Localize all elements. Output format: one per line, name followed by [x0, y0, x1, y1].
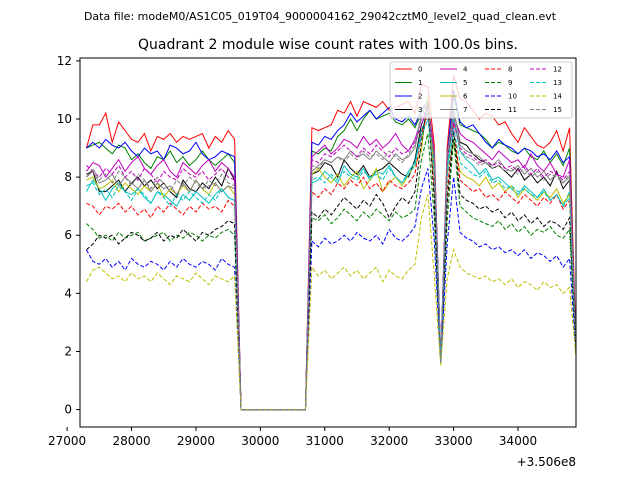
series-line-3 — [86, 107, 577, 411]
plot-layer — [85, 75, 577, 411]
series-line-12 — [86, 107, 577, 411]
x-tick-label: 28000 — [112, 434, 150, 448]
x-tick-label: 31000 — [306, 434, 344, 448]
legend-label-7: 7 — [463, 106, 467, 114]
legend-label-6: 6 — [463, 93, 468, 101]
series-line-14 — [86, 194, 577, 411]
y-tick-label: 6 — [64, 228, 72, 242]
series-line-7 — [86, 107, 577, 411]
series-line-13 — [86, 118, 577, 411]
series-line-6 — [86, 95, 577, 411]
legend-label-10: 10 — [508, 93, 517, 101]
legend-label-2: 2 — [418, 93, 422, 101]
series-line-2 — [86, 89, 577, 411]
legend-label-11: 11 — [508, 106, 517, 114]
x-tick-label: 33000 — [435, 434, 473, 448]
series-line-5 — [86, 113, 577, 411]
legend-label-8: 8 — [508, 66, 512, 74]
series-line-11 — [86, 101, 577, 411]
axes-frame — [79, 57, 577, 428]
x-offset-text: +3.506e8 — [517, 455, 576, 469]
legend-label-1: 1 — [418, 79, 422, 87]
series-line-9 — [86, 133, 577, 411]
y-tick-label: 2 — [64, 344, 72, 358]
x-tick-label: 27000 — [48, 434, 86, 448]
legend-label-4: 4 — [463, 66, 468, 74]
data-file-header: Data file: modeM0/AS1C05_019T04_90000041… — [84, 10, 557, 23]
legend-label-12: 12 — [553, 66, 562, 74]
x-tick-label: 29000 — [177, 434, 215, 448]
series-line-8 — [86, 113, 577, 411]
legend-box — [389, 61, 573, 119]
legend-label-9: 9 — [508, 79, 512, 87]
legend-label-13: 13 — [553, 79, 562, 87]
x-tick-label: 34000 — [499, 434, 537, 448]
legend-label-14: 14 — [553, 93, 562, 101]
y-tick-label: 4 — [64, 286, 72, 300]
x-tick-label: 32000 — [370, 434, 408, 448]
y-tick-label: 10 — [57, 112, 72, 126]
legend-label-15: 15 — [553, 106, 562, 114]
y-tick-label: 0 — [64, 403, 72, 417]
tick-layer: 27000 28000 29000 30000 31000 32000 33000 34000… — [48, 54, 537, 448]
series-line-0 — [85, 75, 577, 411]
series-line-4 — [86, 105, 577, 411]
legend-label-5: 5 — [463, 79, 467, 87]
series-line-10 — [86, 168, 577, 411]
legend-label-0: 0 — [418, 66, 422, 74]
legend-label-3: 3 — [418, 106, 422, 114]
y-tick-label: 8 — [64, 170, 72, 184]
y-tick-label: 12 — [57, 54, 72, 68]
series-line-1 — [86, 95, 577, 411]
chart-title: Quadrant 2 module wise count rates with … — [138, 37, 518, 53]
series-line-15 — [86, 109, 577, 411]
x-tick-label: 30000 — [241, 434, 279, 448]
